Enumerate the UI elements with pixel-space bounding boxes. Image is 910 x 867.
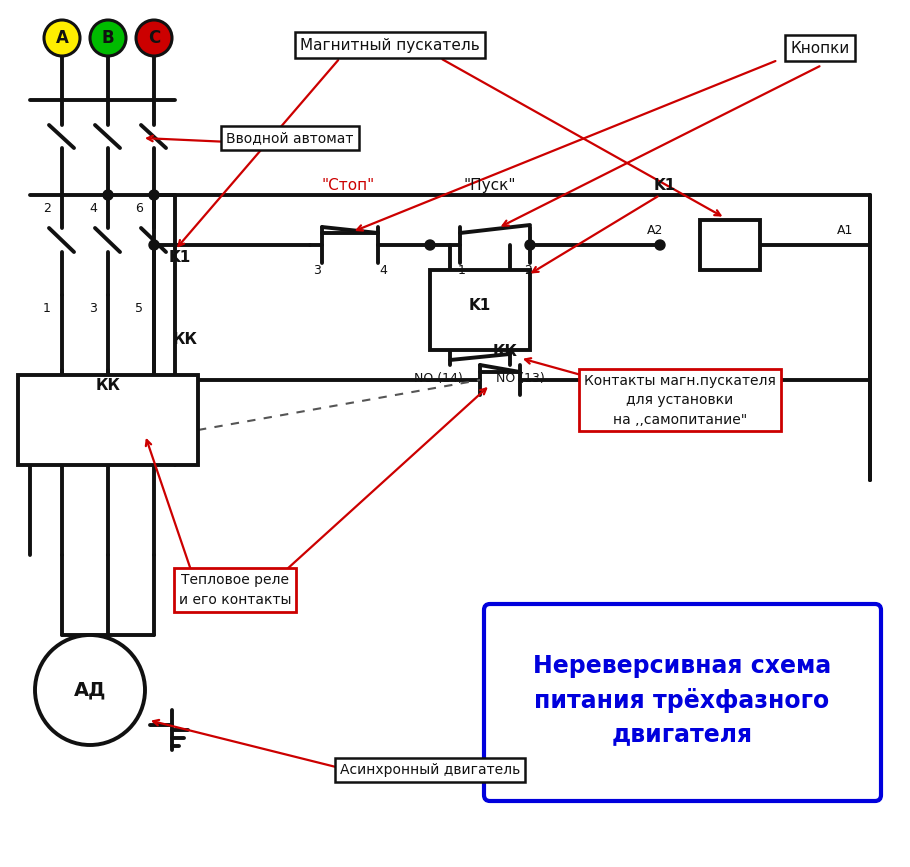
Bar bbox=[18, 375, 198, 465]
Text: 3: 3 bbox=[313, 264, 321, 277]
Circle shape bbox=[44, 20, 80, 56]
Circle shape bbox=[90, 20, 126, 56]
FancyBboxPatch shape bbox=[484, 604, 881, 801]
Text: C: C bbox=[148, 29, 160, 47]
Bar bbox=[700, 220, 760, 270]
Text: A2: A2 bbox=[647, 224, 663, 237]
Text: "Пуск": "Пуск" bbox=[464, 178, 516, 192]
Circle shape bbox=[525, 240, 535, 250]
Text: A: A bbox=[56, 29, 68, 47]
Text: K1: K1 bbox=[654, 178, 676, 192]
Text: "Стоп": "Стоп" bbox=[321, 178, 375, 192]
Text: Кнопки: Кнопки bbox=[791, 41, 850, 55]
Text: NO (13): NO (13) bbox=[496, 371, 544, 384]
Text: Асинхронный двигатель: Асинхронный двигатель bbox=[339, 763, 521, 777]
Circle shape bbox=[425, 240, 435, 250]
Text: 3: 3 bbox=[89, 302, 97, 315]
Circle shape bbox=[149, 240, 159, 250]
Text: КК: КК bbox=[96, 377, 120, 393]
Text: Контакты магн.пускателя
для установки
на ,,самопитание": Контакты магн.пускателя для установки на… bbox=[584, 374, 776, 427]
Text: 1: 1 bbox=[43, 302, 51, 315]
Circle shape bbox=[136, 20, 172, 56]
Text: 2: 2 bbox=[43, 201, 51, 214]
Text: Тепловое реле
и его контакты: Тепловое реле и его контакты bbox=[178, 573, 291, 607]
Circle shape bbox=[655, 240, 665, 250]
Text: КК: КК bbox=[173, 333, 197, 348]
Text: B: B bbox=[102, 29, 115, 47]
Text: АД: АД bbox=[74, 681, 106, 700]
Text: 4: 4 bbox=[89, 201, 97, 214]
Text: 6: 6 bbox=[135, 201, 143, 214]
Text: Нереверсивная схема
питания трёхфазного
двигателя: Нереверсивная схема питания трёхфазного … bbox=[533, 654, 831, 746]
Text: КК: КК bbox=[492, 344, 518, 360]
Text: Вводной автомат: Вводной автомат bbox=[227, 131, 354, 145]
Text: 5: 5 bbox=[135, 302, 143, 315]
Text: 4: 4 bbox=[379, 264, 387, 277]
Circle shape bbox=[149, 190, 159, 200]
Text: Магнитный пускатель: Магнитный пускатель bbox=[300, 37, 480, 53]
Text: 2: 2 bbox=[524, 264, 532, 277]
Text: K1: K1 bbox=[169, 251, 191, 265]
Text: 1: 1 bbox=[458, 264, 466, 277]
Bar bbox=[430, 270, 530, 350]
Circle shape bbox=[35, 635, 145, 745]
Text: A1: A1 bbox=[837, 224, 854, 237]
Circle shape bbox=[103, 190, 113, 200]
Text: NO (14): NO (14) bbox=[414, 371, 462, 384]
Text: K1: K1 bbox=[469, 297, 491, 312]
